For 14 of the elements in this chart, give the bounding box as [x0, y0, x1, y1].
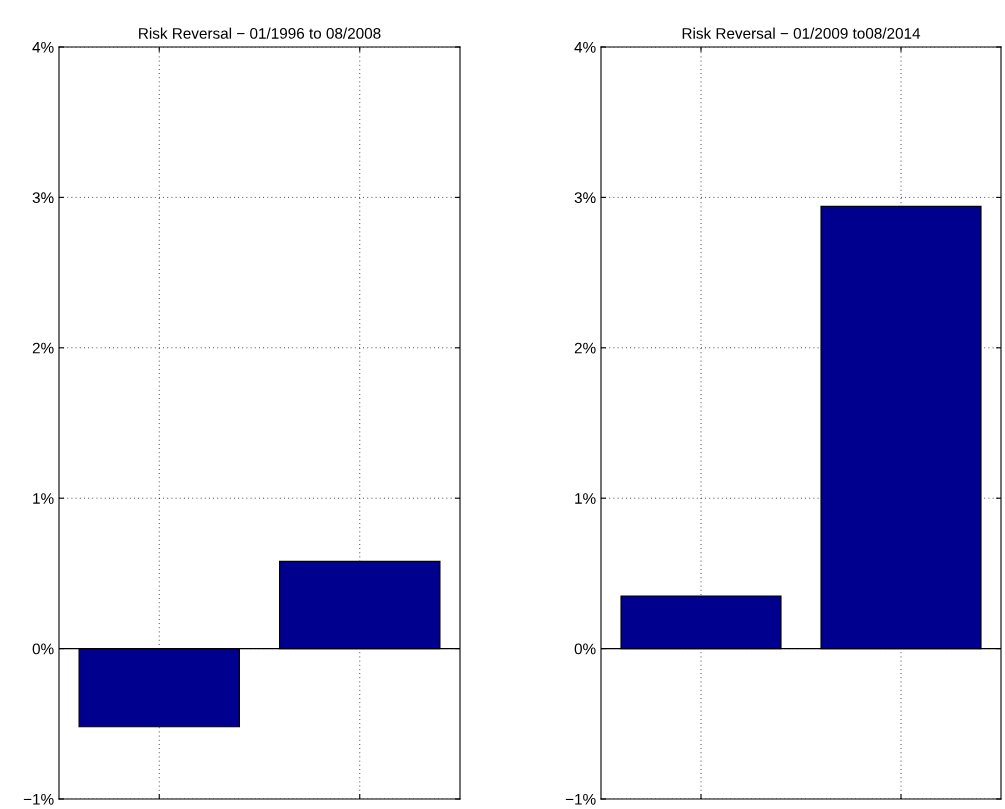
- y-tick-label: 2%: [32, 342, 54, 354]
- chart-title: Risk Reversal − 01/1996 to 08/2008: [139, 27, 381, 39]
- chart-title: Risk Reversal − 01/2009 to08/2014: [682, 27, 921, 39]
- y-tick-label: 3%: [32, 192, 54, 204]
- y-tick-label: 1%: [575, 493, 596, 504]
- y-tick-label: −1%: [565, 793, 596, 805]
- y-tick-label: 1%: [33, 493, 54, 504]
- y-tick-label: 3%: [574, 192, 596, 204]
- y-tick-label: 4%: [574, 41, 596, 53]
- y-tick-label: 0%: [574, 643, 596, 655]
- y-tick-label: 0%: [32, 643, 54, 655]
- y-tick-label: −1%: [23, 793, 54, 805]
- y-tick-label: 2%: [574, 342, 596, 354]
- y-tick-label: 4%: [32, 41, 54, 53]
